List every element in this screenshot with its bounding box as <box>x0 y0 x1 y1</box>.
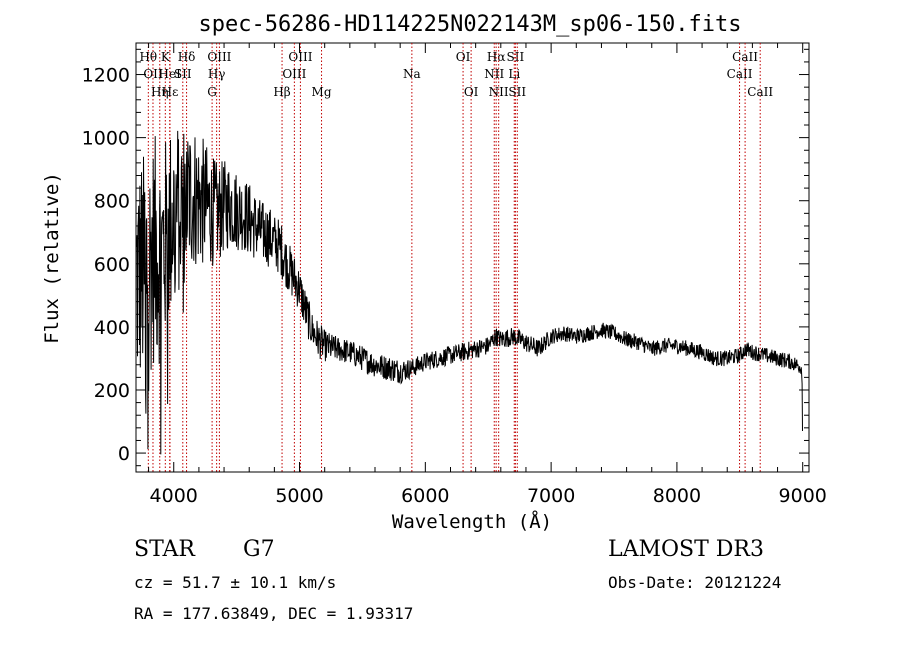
line-marker-label: Hα <box>487 50 506 64</box>
emission-line-markers: Hθ OII Hη K HeI Hε SII Hδ G Hγ OIII Hβ OIII OIII Mg Na O… <box>139 43 773 472</box>
line-marker-label: OII <box>143 67 163 81</box>
line-marker-label: Mg <box>312 85 332 99</box>
plot-frame <box>135 42 810 473</box>
redshift-cz: cz = 51.7 ± 10.1 km/s <box>134 573 337 592</box>
line-marker-label: Na <box>403 67 421 81</box>
y-tick-label: 1200 <box>82 65 130 87</box>
y-tick-label: 400 <box>94 317 130 339</box>
line-marker-label: OIII <box>288 50 312 64</box>
line-marker-label: Hε <box>162 85 179 99</box>
y-tick-label: 600 <box>94 254 130 276</box>
line-marker-label: Hθ <box>139 50 157 64</box>
object-subclass: G7 <box>243 537 275 562</box>
line-marker-label: CaII <box>727 67 753 81</box>
line-marker-label: NII <box>489 85 509 99</box>
line-marker-label: Hη <box>151 85 169 99</box>
survey-name: LAMOST DR3 <box>608 537 764 562</box>
line-marker-label: CaII <box>732 50 758 64</box>
line-marker-label: OIII <box>282 67 306 81</box>
spectrum-series <box>135 130 803 455</box>
line-marker-label: G <box>207 85 217 99</box>
line-marker-label: K <box>161 50 171 64</box>
line-marker-label: Hδ <box>178 50 196 64</box>
line-marker-label: SII <box>174 67 192 81</box>
observation-date: Obs-Date: 20121224 <box>608 573 782 592</box>
line-marker-label: Hβ <box>273 85 290 99</box>
y-tick-label: 800 <box>94 191 130 213</box>
line-marker-label: OIII <box>207 50 231 64</box>
x-tick-label: 7000 <box>527 485 575 507</box>
x-tick-label: 5000 <box>275 485 323 507</box>
y-axis-label: Flux (relative) <box>41 172 63 344</box>
x-tick-label: 6000 <box>401 485 449 507</box>
line-marker-label: NII <box>484 67 504 81</box>
x-tick-label: 8000 <box>653 485 701 507</box>
line-marker-label: SII <box>507 50 525 64</box>
line-marker-label: HeI <box>159 67 182 81</box>
x-tick-label: 4000 <box>150 485 198 507</box>
x-axis: 4000 5000 6000 7000 8000 9000 <box>148 43 827 507</box>
line-marker-label: OI <box>464 85 479 99</box>
line-marker-label: SII <box>508 85 526 99</box>
chart-title: spec-56286-HD114225N022143M_sp06-150.fit… <box>198 12 741 37</box>
y-tick-label: 1000 <box>82 128 130 150</box>
x-tick-label: 9000 <box>779 485 827 507</box>
y-axis: 0 200 400 600 800 1000 1200 <box>82 48 809 467</box>
coordinates-ra-dec: RA = 177.63849, DEC = 1.93317 <box>134 604 414 623</box>
line-marker-label: OI <box>456 50 471 64</box>
line-marker-label: Li <box>508 67 520 81</box>
line-marker-label: CaII <box>747 85 773 99</box>
y-tick-label: 200 <box>94 380 130 402</box>
line-marker-label: Hγ <box>208 67 226 81</box>
x-axis-label: Wavelength (Å) <box>392 510 552 533</box>
object-class: STAR <box>134 537 195 562</box>
y-tick-label: 0 <box>118 443 130 465</box>
spectrum-line <box>135 130 803 455</box>
